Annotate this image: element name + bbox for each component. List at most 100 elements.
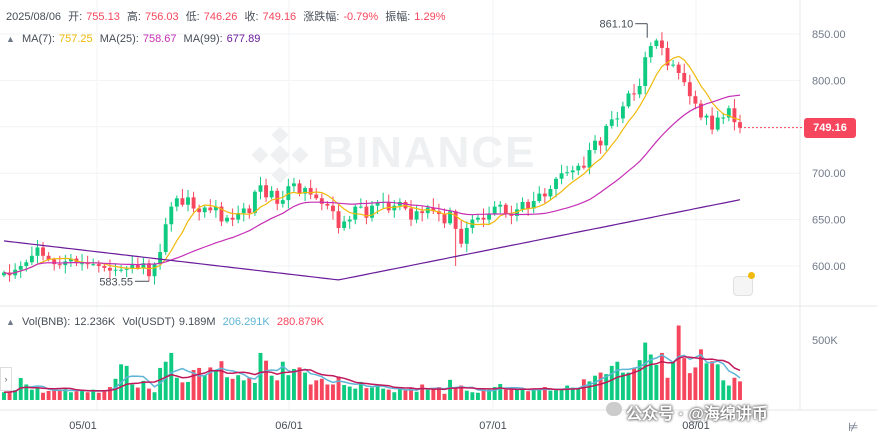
volume-bar — [704, 363, 709, 400]
volume-bar — [403, 390, 408, 400]
price-tick-label: 800.00 — [812, 75, 846, 87]
ma99-value: 677.89 — [226, 33, 261, 45]
candle-body — [219, 206, 224, 222]
volume-bar — [576, 388, 581, 400]
candle-body — [35, 247, 40, 256]
volume-bar — [107, 387, 112, 400]
scroll-left-arrow-icon[interactable]: › — [0, 367, 12, 391]
candle-body — [41, 247, 45, 256]
volume-ma2-line — [3, 355, 741, 393]
volume-bar — [186, 381, 190, 400]
volume-bar — [219, 361, 224, 400]
candle-body — [643, 57, 648, 86]
volume-bar — [397, 388, 402, 400]
candle-body — [275, 190, 280, 204]
volume-bar — [626, 372, 631, 400]
brand-watermark: 公众号 · @海绵讲币 — [626, 406, 768, 423]
candle-body — [687, 82, 692, 97]
volume-bar — [436, 387, 441, 400]
candle-body — [29, 255, 34, 263]
candle-body — [241, 208, 246, 214]
candle-body — [593, 140, 597, 150]
ma99-line — [3, 199, 741, 281]
volume-bar — [370, 387, 374, 400]
volume-bar — [593, 375, 597, 400]
candle-body — [57, 264, 62, 266]
volume-bar — [2, 392, 6, 400]
volume-bar — [581, 379, 586, 400]
candle-body — [80, 263, 85, 265]
volume-legend[interactable]: ▲ Vol(BNB): 12.236K Vol(USDT) 9.189M 206.2… — [6, 316, 324, 328]
current-price-tag: 749.16 — [804, 118, 856, 138]
candle-body — [576, 165, 581, 171]
candle-body — [453, 211, 458, 229]
candle-body — [297, 183, 302, 194]
candle-body — [124, 268, 129, 270]
candle-body — [464, 227, 469, 244]
candle-body — [598, 140, 603, 146]
volume-bar — [358, 381, 363, 400]
candle-body — [358, 206, 363, 208]
volume-bar — [632, 367, 637, 400]
candle-body — [197, 208, 202, 213]
volume-collapse-caret-icon[interactable]: ▲ — [6, 317, 15, 327]
candle-body — [581, 165, 586, 168]
candle-body — [481, 217, 486, 220]
volume-bar — [68, 392, 73, 400]
amplitude-value: 1.29% — [414, 11, 446, 23]
candle-body — [208, 207, 213, 211]
candle-body — [52, 259, 57, 265]
candle-body — [258, 185, 263, 192]
candle-body — [542, 193, 547, 197]
volume-bar — [102, 390, 107, 400]
candle-body — [342, 221, 347, 228]
volume-bar — [409, 387, 413, 400]
candle-body — [331, 205, 335, 212]
volume-bar — [503, 389, 508, 400]
axis-settings-icon[interactable]: ⊭ — [848, 420, 859, 434]
volume-bar — [565, 385, 570, 400]
candle-body — [442, 214, 447, 224]
volume-bar — [526, 391, 531, 400]
candle-body — [559, 173, 564, 179]
candle-body — [386, 201, 391, 211]
volume-bar — [648, 354, 653, 400]
candle-body — [526, 201, 531, 209]
volume-bar — [191, 370, 196, 400]
candle-body — [158, 252, 163, 265]
volume-bar — [286, 375, 291, 400]
candle-body — [336, 211, 341, 228]
volume-bar — [425, 389, 430, 400]
volume-bar — [420, 384, 425, 400]
collapse-caret-icon[interactable]: ▲ — [6, 34, 15, 44]
candle-body — [648, 46, 653, 58]
volume-bar — [364, 388, 369, 400]
volume-bar — [515, 389, 519, 400]
chart-menu-button[interactable] — [733, 276, 753, 296]
candle-body — [531, 201, 536, 209]
volume-bar — [699, 349, 703, 400]
candle-body — [715, 117, 720, 130]
candle-body — [520, 201, 525, 210]
candle-body — [252, 191, 257, 214]
candle-body — [152, 264, 157, 277]
volume-bar — [386, 389, 391, 400]
ma-legend[interactable]: ▲ MA(7): 757.25 MA(25): 758.67 MA(99): 677.… — [6, 33, 261, 45]
volume-bar — [715, 364, 720, 400]
volume-bar — [587, 381, 592, 400]
volume-bar — [46, 390, 51, 400]
candle-body — [230, 217, 235, 220]
volume-bar — [303, 372, 308, 400]
candle-body — [91, 264, 96, 266]
volume-bar — [548, 390, 553, 400]
time-tick-label: 06/01 — [275, 420, 303, 432]
volume-bar — [202, 375, 207, 400]
volume-bar — [74, 391, 79, 400]
volume-bar — [687, 373, 692, 400]
candle-body — [353, 206, 358, 220]
notification-dot-icon — [748, 272, 755, 279]
price-tick-label: 650.00 — [812, 215, 846, 227]
price-tick-label: 700.00 — [812, 168, 846, 180]
